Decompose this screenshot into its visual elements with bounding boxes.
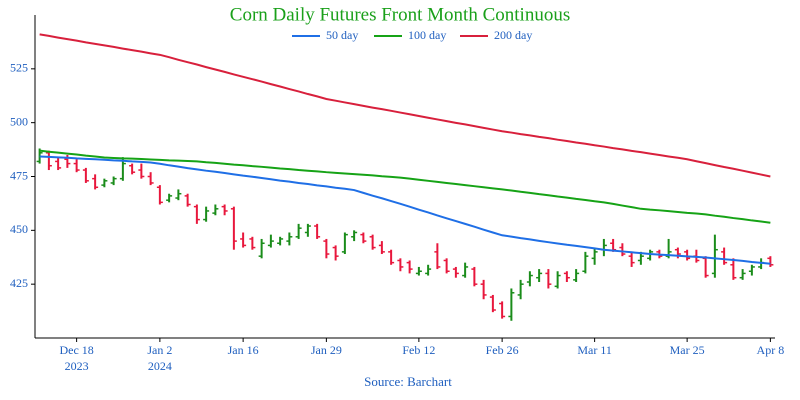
source-note: Source: Barchart	[364, 374, 452, 389]
y-tick-label: 525	[10, 61, 28, 75]
x-tick-label: Feb 12	[402, 343, 435, 357]
x-tick-year: 2023	[65, 359, 89, 373]
legend-label: 100 day	[408, 28, 446, 42]
y-tick-label: 475	[10, 168, 28, 182]
x-tick-label: Dec 18	[59, 343, 93, 357]
legend-label: 200 day	[494, 28, 532, 42]
ma-line	[39, 33, 771, 178]
y-tick-label: 500	[10, 114, 28, 128]
x-tick-label: Mar 25	[670, 343, 705, 357]
y-tick-label: 450	[10, 222, 28, 236]
legend-label: 50 day	[326, 28, 358, 42]
x-tick-label: Mar 11	[577, 343, 612, 357]
ma-line	[39, 155, 771, 265]
ma-line	[39, 149, 771, 224]
x-tick-label: Apr 8	[757, 343, 785, 357]
y-tick-label: 425	[10, 276, 28, 290]
x-tick-label: Jan 2	[147, 343, 172, 357]
x-tick-label: Jan 16	[228, 343, 259, 357]
x-tick-label: Feb 26	[486, 343, 519, 357]
chart-title: Corn Daily Futures Front Month Continuou…	[230, 4, 570, 25]
x-tick-year: 2024	[148, 359, 172, 373]
x-tick-label: Jan 29	[311, 343, 342, 357]
